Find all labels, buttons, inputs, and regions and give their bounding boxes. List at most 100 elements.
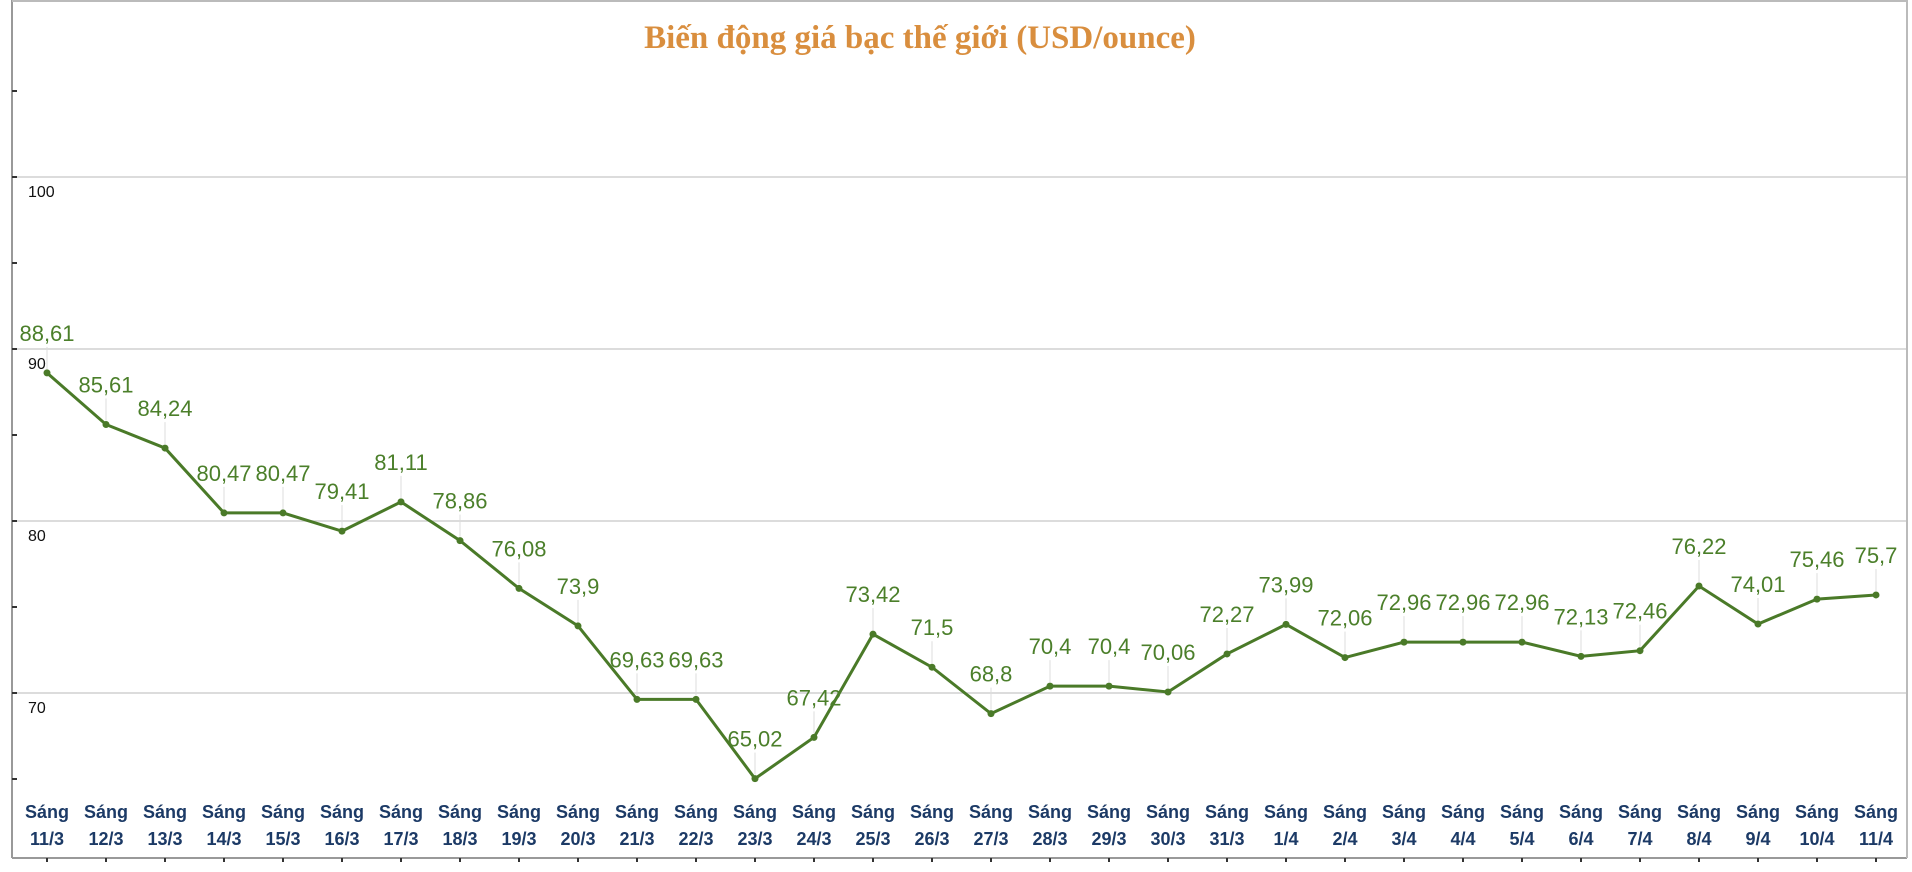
data-label: 72,46 <box>1612 599 1667 624</box>
x-tick-label: Sáng 5/4 <box>1500 802 1544 849</box>
x-tick-label-date: 23/3 <box>737 829 772 849</box>
data-label: 72,96 <box>1435 590 1490 615</box>
data-point <box>1695 582 1703 590</box>
data-label: 69,63 <box>668 647 723 672</box>
x-tick-label-line1: Sáng <box>733 802 777 822</box>
x-tick-label: Sáng 7/4 <box>1618 802 1662 849</box>
x-tick-label-line1: Sáng <box>438 802 482 822</box>
x-tick-label-line1: Sáng <box>1736 802 1780 822</box>
data-label: 69,63 <box>609 647 664 672</box>
data-label: 72,96 <box>1376 590 1431 615</box>
data-point <box>220 509 228 517</box>
x-tick-label-date: 2/4 <box>1332 829 1357 849</box>
data-label: 73,9 <box>557 574 600 599</box>
data-point <box>456 537 464 545</box>
data-point <box>1872 591 1880 599</box>
x-tick-label-date: 4/4 <box>1450 829 1475 849</box>
x-tick-label-line1: Sáng <box>1500 802 1544 822</box>
x-tick-label-line1: Sáng <box>969 802 1013 822</box>
data-label: 80,47 <box>255 461 310 486</box>
x-tick-label: Sáng 13/3 <box>143 802 187 849</box>
data-label: 81,11 <box>374 450 427 475</box>
data-label: 72,27 <box>1199 602 1254 627</box>
data-label: 70,4 <box>1029 634 1072 659</box>
x-tick-label-date: 12/3 <box>88 829 123 849</box>
data-label: 72,06 <box>1317 606 1372 631</box>
x-tick-label-date: 22/3 <box>678 829 713 849</box>
x-tick-label: Sáng 12/3 <box>84 802 128 849</box>
x-tick-label-date: 26/3 <box>914 829 949 849</box>
x-tick-label-line1: Sáng <box>674 802 718 822</box>
x-tick-label-date: 9/4 <box>1745 829 1770 849</box>
x-tick-label: Sáng 15/3 <box>261 802 305 849</box>
x-tick-label-line1: Sáng <box>910 802 954 822</box>
x-tick-label-date: 5/4 <box>1509 829 1534 849</box>
data-point <box>928 663 936 671</box>
data-label: 65,02 <box>727 727 782 752</box>
x-tick-label-date: 20/3 <box>560 829 595 849</box>
data-label: 70,06 <box>1140 640 1195 665</box>
x-tick-label-line1: Sáng <box>1382 802 1426 822</box>
x-tick-label: Sáng 28/3 <box>1028 802 1072 849</box>
x-tick-label-line1: Sáng <box>1618 802 1662 822</box>
x-tick-label-line1: Sáng <box>320 802 364 822</box>
x-tick-label: Sáng 30/3 <box>1146 802 1190 849</box>
x-tick-label-date: 30/3 <box>1150 829 1185 849</box>
data-label: 84,24 <box>137 396 192 421</box>
x-tick-label: Sáng 6/4 <box>1559 802 1603 849</box>
data-label: 70,4 <box>1088 634 1131 659</box>
data-label: 72,13 <box>1553 604 1608 629</box>
y-tick-label: 100 <box>28 184 55 201</box>
data-label: 80,47 <box>196 461 251 486</box>
data-point <box>1577 652 1585 660</box>
x-tick-label-line1: Sáng <box>143 802 187 822</box>
x-tick-label-line1: Sáng <box>497 802 541 822</box>
x-tick-label: Sáng 24/3 <box>792 802 836 849</box>
data-point <box>1400 638 1408 646</box>
data-label: 78,86 <box>432 489 487 514</box>
x-tick-label-date: 10/4 <box>1799 829 1834 849</box>
y-tick-label: 80 <box>28 528 46 545</box>
x-tick-label-date: 28/3 <box>1032 829 1067 849</box>
x-tick-label: Sáng 23/3 <box>733 802 777 849</box>
x-tick-label: Sáng 17/3 <box>379 802 423 849</box>
data-label: 71,5 <box>911 615 954 640</box>
x-tick-label: Sáng 22/3 <box>674 802 718 849</box>
x-tick-label-line1: Sáng <box>1146 802 1190 822</box>
x-tick-label: Sáng 29/3 <box>1087 802 1131 849</box>
x-tick-label: Sáng 31/3 <box>1205 802 1249 849</box>
x-tick-label: Sáng 14/3 <box>202 802 246 849</box>
data-point <box>102 421 110 429</box>
data-point <box>397 498 405 506</box>
x-tick-label: Sáng 9/4 <box>1736 802 1780 849</box>
x-tick-label-date: 17/3 <box>383 829 418 849</box>
x-tick-label-date: 7/4 <box>1627 829 1652 849</box>
x-tick-label-line1: Sáng <box>556 802 600 822</box>
x-tick-label-date: 16/3 <box>324 829 359 849</box>
x-tick-label-line1: Sáng <box>379 802 423 822</box>
x-tick-label: Sáng 8/4 <box>1677 802 1721 849</box>
x-tick-label-date: 11/4 <box>1859 829 1893 849</box>
data-label: 85,61 <box>78 373 133 398</box>
x-tick-label: Sáng 11/4 <box>1854 802 1898 849</box>
data-point <box>1518 638 1526 646</box>
x-tick-label: Sáng 26/3 <box>910 802 954 849</box>
x-tick-label: Sáng 21/3 <box>615 802 659 849</box>
data-point <box>161 444 169 452</box>
x-tick-label: Sáng 27/3 <box>969 802 1013 849</box>
x-tick-label-date: 11/3 <box>30 829 64 849</box>
x-tick-label-line1: Sáng <box>1087 802 1131 822</box>
data-label: 73,42 <box>845 582 900 607</box>
x-tick-label-date: 21/3 <box>619 829 654 849</box>
x-tick-label-line1: Sáng <box>1795 802 1839 822</box>
data-label: 73,99 <box>1258 572 1313 597</box>
data-point <box>1459 638 1467 646</box>
x-tick-label-line1: Sáng <box>261 802 305 822</box>
data-point <box>810 733 818 741</box>
data-point <box>751 775 759 783</box>
data-point <box>1282 620 1290 628</box>
data-label: 76,22 <box>1671 534 1726 559</box>
data-label: 68,8 <box>970 662 1013 687</box>
x-tick-label: Sáng 11/3 <box>25 802 69 849</box>
